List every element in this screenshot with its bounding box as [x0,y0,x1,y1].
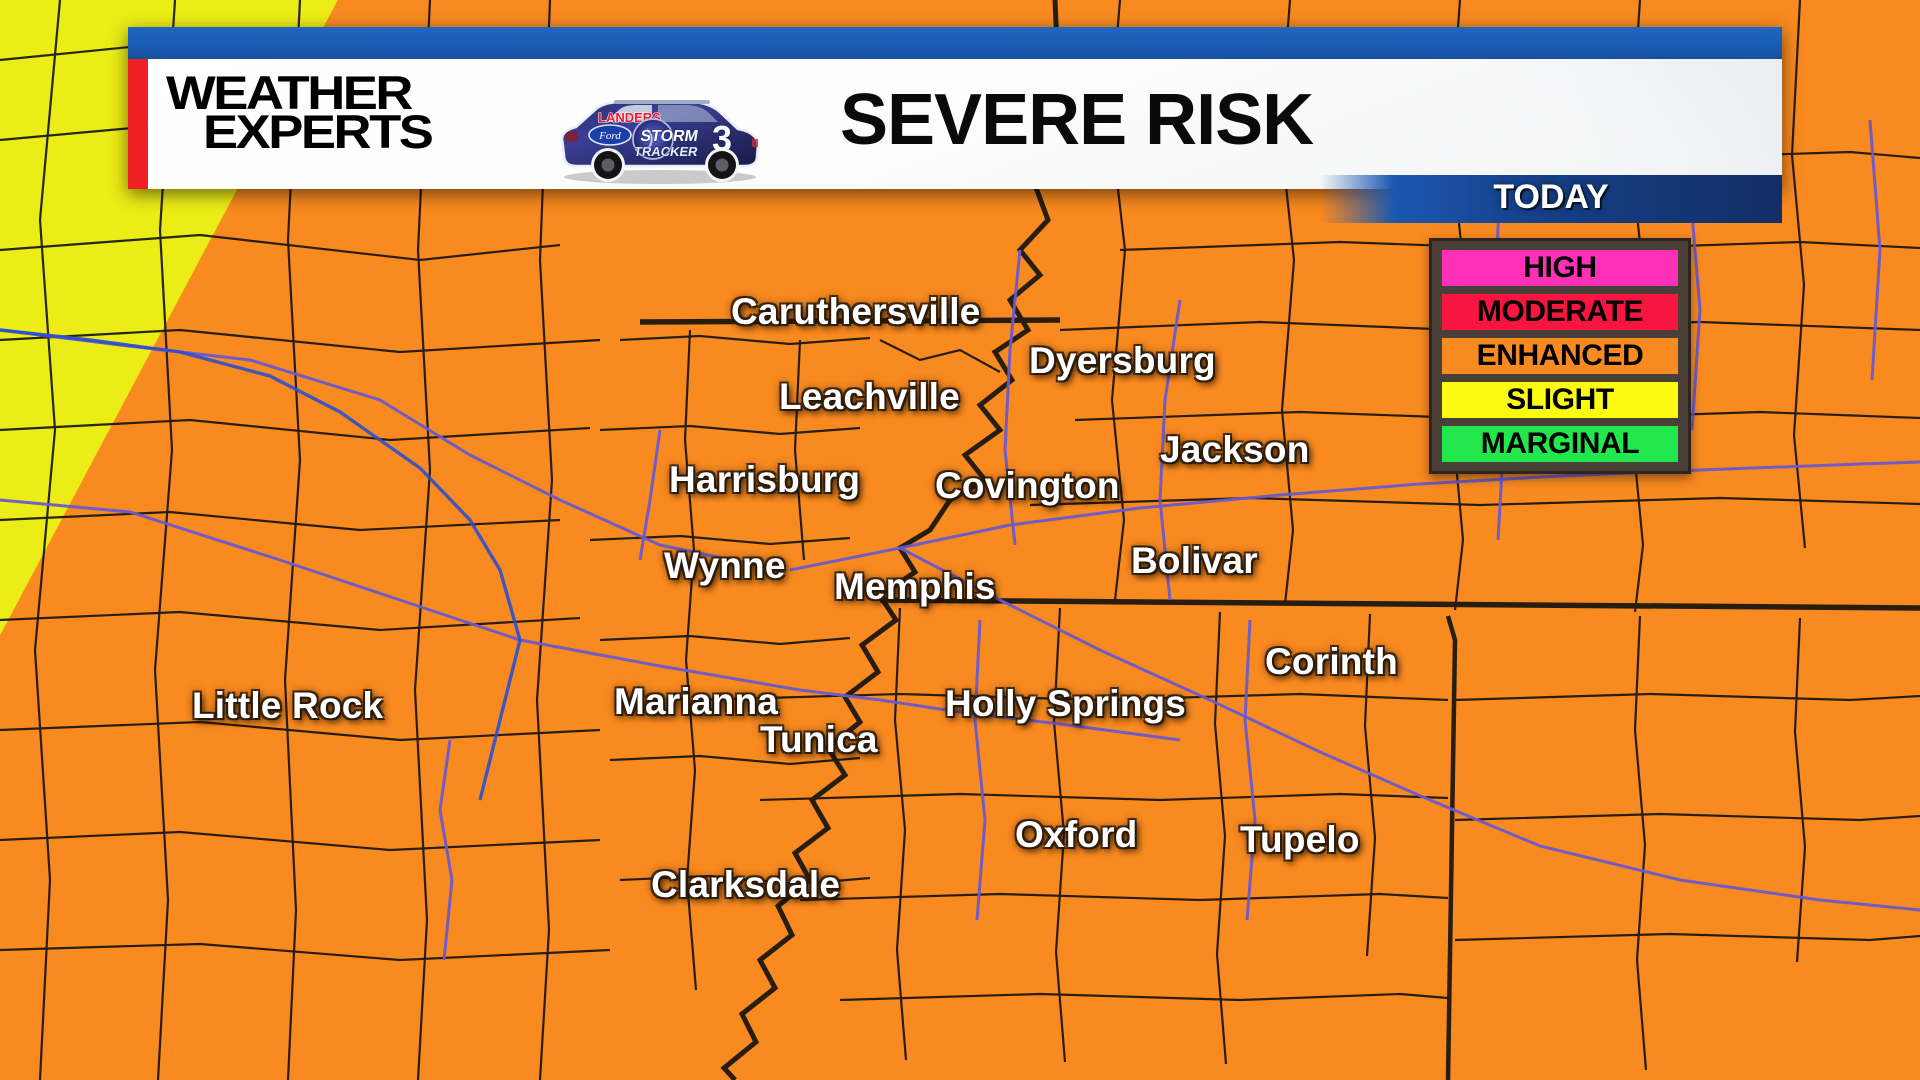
risk-legend: HIGH MODERATE ENHANCED SLIGHT MARGINAL [1429,238,1691,474]
city-label: Jackson [1160,429,1310,470]
header-banner: WEATHER EXPERTS [128,27,1782,189]
legend-item-high: HIGH [1442,250,1678,286]
city-label: Clarksdale [651,864,841,905]
banner-body [128,59,1782,189]
legend-label: ENHANCED [1476,339,1644,372]
city-label: Marianna [614,681,779,722]
legend-item-marginal: MARGINAL [1442,426,1678,462]
city-label: Oxford [1015,814,1138,855]
weather-experts-logo: WEATHER EXPERTS [166,69,434,154]
storm-tracker-vehicle-icon: LANDERS Ford STORM TRACKER 3 [560,100,760,184]
logo-line-2: EXPERTS [202,104,434,158]
city-label: Tunica [760,719,878,760]
legend-label: MODERATE [1476,295,1644,328]
legend-label: SLIGHT [1506,383,1614,416]
page-title: SEVERE RISK [840,80,1314,160]
legend-item-enhanced: ENHANCED [1442,338,1678,374]
city-label: Holly Springs [945,683,1187,724]
city-label: Dyersburg [1029,340,1216,381]
city-label: Corinth [1265,641,1398,682]
city-label: Memphis [834,566,996,607]
period-bar: TODAY [1320,175,1782,223]
vehicle-unit-line1: STORM [639,127,699,145]
city-label: Bolivar [1131,540,1258,581]
legend-label: MARGINAL [1480,427,1640,460]
city-label: Little Rock [192,685,384,726]
vehicle-make-text: Ford [598,130,621,142]
city-label: Wynne [664,545,786,586]
legend-item-moderate: MODERATE [1442,294,1678,330]
city-label: Caruthersville [731,291,981,332]
vehicle-unit-line2: TRACKER [633,144,699,159]
banner-top-stripe [128,27,1782,59]
legend-label: HIGH [1523,251,1597,284]
city-label: Covington [935,465,1120,506]
period-label: TODAY [1493,178,1609,216]
legend-item-slight: SLIGHT [1442,382,1678,418]
city-label: Tupelo [1240,819,1360,860]
banner-red-accent [128,59,148,189]
city-label: Leachville [779,376,960,417]
city-label: Harrisburg [669,459,861,500]
